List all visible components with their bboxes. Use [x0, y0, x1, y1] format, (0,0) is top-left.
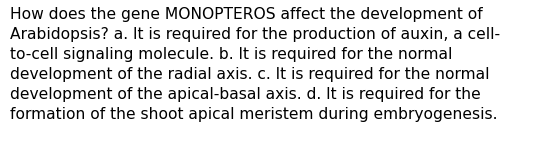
- Text: How does the gene MONOPTEROS affect the development of
Arabidopsis? a. It is req: How does the gene MONOPTEROS affect the …: [10, 7, 500, 122]
